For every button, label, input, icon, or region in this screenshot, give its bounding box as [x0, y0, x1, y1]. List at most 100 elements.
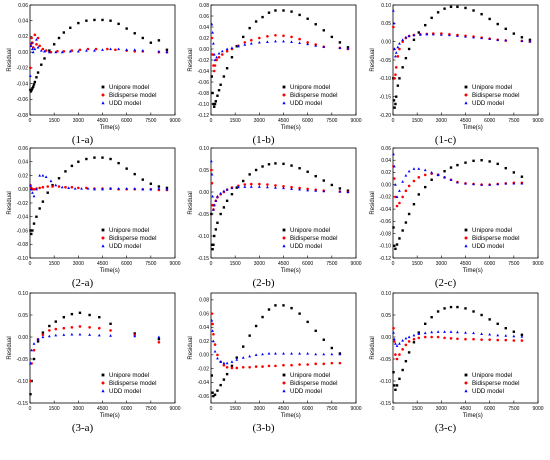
data-point — [212, 53, 216, 56]
data-point — [32, 222, 36, 225]
data-point — [31, 47, 34, 51]
legend-label: Bidisperse model — [290, 380, 337, 387]
legend-marker — [282, 93, 286, 97]
y-axis-label: Residual — [370, 336, 376, 359]
data-point — [39, 49, 43, 52]
data-point — [67, 186, 71, 189]
y-tick-label: 0.00 — [18, 187, 28, 193]
data-point — [443, 7, 446, 10]
data-point — [210, 181, 214, 185]
data-point — [395, 357, 399, 361]
panel-caption: (1-a) — [72, 134, 94, 146]
data-point — [267, 163, 271, 166]
data-point — [254, 365, 258, 368]
legend-label: UDD model — [290, 243, 322, 250]
data-point — [456, 163, 459, 167]
data-point — [443, 336, 446, 340]
data-point — [282, 352, 285, 355]
data-point — [216, 194, 219, 198]
data-point — [480, 332, 484, 336]
data-point — [398, 237, 401, 240]
y-tick-label: -0.02 — [17, 66, 29, 72]
data-point — [62, 31, 66, 34]
data-point — [404, 221, 408, 224]
data-point — [157, 335, 161, 339]
legend-label: UDD model — [109, 388, 141, 395]
data-point — [290, 40, 293, 43]
legend-marker — [464, 389, 468, 393]
legend-marker — [464, 85, 468, 89]
data-point — [261, 15, 264, 19]
data-point — [254, 20, 258, 23]
data-point — [282, 184, 285, 188]
series-bidisperse — [210, 312, 342, 370]
y-tick-label: -0.10 — [198, 102, 210, 108]
data-point — [472, 35, 475, 39]
data-point — [430, 16, 433, 20]
data-point — [417, 336, 421, 340]
data-point — [210, 312, 214, 315]
y-tick-label: 0.10 — [18, 291, 28, 297]
data-point — [49, 179, 53, 183]
x-tick-label: 1500 — [49, 261, 60, 267]
data-point — [31, 229, 34, 232]
legend-marker — [282, 228, 286, 232]
legend-label: Bidisperse model — [290, 235, 337, 242]
data-point — [306, 320, 309, 324]
data-point — [29, 88, 32, 92]
y-tick-label: 0.05 — [199, 168, 209, 174]
data-point — [30, 36, 33, 40]
y-axis-label: Residual — [7, 336, 13, 359]
data-point — [449, 5, 453, 9]
legend-label: UDD model — [472, 243, 504, 250]
data-point — [306, 352, 310, 355]
data-point — [423, 168, 427, 172]
x-tick-label: 3000 — [436, 118, 447, 124]
data-point — [241, 356, 245, 359]
x-tick-label: 7500 — [145, 261, 156, 267]
data-point — [274, 364, 277, 368]
data-point — [60, 185, 64, 189]
data-point — [225, 372, 229, 376]
y-tick-label: -0.05 — [17, 357, 29, 363]
data-point — [30, 41, 34, 44]
data-point — [298, 13, 301, 17]
series-udd — [392, 330, 524, 347]
data-point — [109, 47, 112, 51]
data-point — [70, 185, 74, 189]
data-point — [54, 320, 57, 323]
data-point — [464, 35, 467, 38]
data-point — [407, 212, 411, 216]
data-point — [235, 358, 239, 361]
data-point — [32, 194, 36, 198]
data-point — [425, 32, 429, 36]
y-tick-label: 0.00 — [381, 335, 391, 341]
y-tick-label: -0.15 — [198, 256, 210, 262]
data-point — [528, 39, 532, 43]
legend-label: Unipore model — [290, 372, 330, 379]
legend-label: Unipore model — [290, 84, 330, 91]
data-point — [93, 49, 96, 52]
data-point — [257, 40, 261, 44]
data-point — [211, 91, 214, 95]
data-point — [314, 352, 318, 356]
data-point — [213, 234, 216, 238]
data-point — [70, 332, 74, 336]
data-point — [220, 49, 224, 53]
data-point — [48, 324, 51, 328]
data-point — [401, 38, 405, 41]
x-tick-label: 3000 — [73, 118, 84, 124]
data-point — [398, 47, 401, 51]
data-point — [101, 156, 104, 159]
legend-label: UDD model — [290, 100, 322, 107]
data-point — [70, 164, 74, 168]
data-point — [56, 50, 59, 53]
data-point — [504, 38, 508, 42]
data-point — [346, 46, 350, 50]
x-tick-label: 1500 — [230, 118, 241, 124]
data-point — [48, 329, 51, 332]
data-point — [249, 42, 253, 45]
data-point — [306, 41, 309, 44]
